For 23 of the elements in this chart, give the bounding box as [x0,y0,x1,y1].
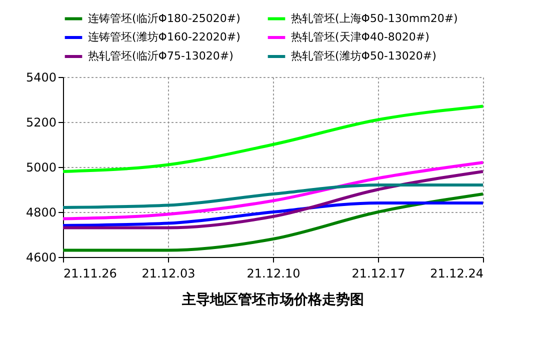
x-tick-label: 21.11.26 [64,266,117,280]
line-series [62,170,484,230]
line-series [62,202,484,227]
legend-label: 连铸管坯(临沂Φ180-25020#) [88,12,240,25]
line-series [62,192,484,252]
x-tick-label: 21.12.03 [142,266,196,280]
legend-label: 热轧管坯(上海Φ50-130mm20#) [291,12,458,25]
legend-label: 热轧管坯(临沂Φ75-13020#) [88,50,234,62]
y-tick-label: 4800 [26,206,56,220]
y-tick-label: 4600 [26,250,56,264]
line-series [62,104,484,173]
text: 主导地区管坯市场价格走势图 [181,291,364,308]
legend-label: 连铸管坯(潍坊Φ160-22020#) [88,30,240,44]
x-tick-label: 21.12.17 [352,266,406,280]
line-series [62,184,484,209]
legend-label: 热轧管坯(潍坊Φ50-13020#) [291,50,436,62]
x-tick-label: 21.12.10 [246,266,300,280]
y-tick-label: 5000 [26,160,56,174]
x-tick-label: 21.12.24 [430,266,484,280]
line-series [62,161,484,220]
y-tick-label: 5200 [26,116,56,130]
y-tick-label: 5400 [26,70,56,84]
legend-label: 热轧管坯(天津Φ40-8020#) [291,30,430,44]
